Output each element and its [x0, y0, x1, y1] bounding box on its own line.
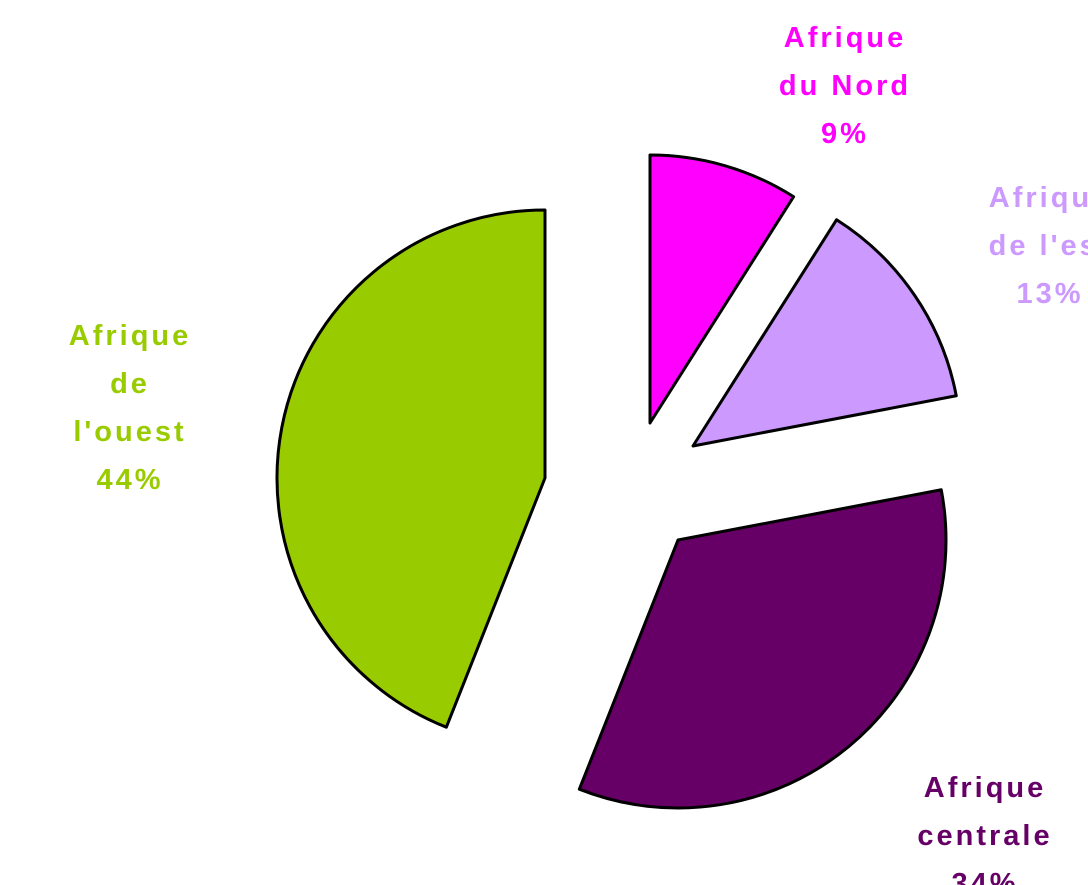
value-label: 34% — [951, 868, 1019, 885]
value-label: 44% — [96, 464, 164, 496]
pie-slice — [577, 488, 948, 810]
category-label: Afrique centrale — [917, 772, 1053, 852]
value-label: 13% — [1016, 278, 1084, 310]
slice-label: Afrique de l'ouest 44% — [60, 312, 200, 504]
category-label: Afrique de l'est — [988, 182, 1088, 262]
slice-label: Afrique du Nord 9% — [763, 14, 928, 158]
pie-slice — [691, 218, 958, 448]
slice-label: Afrique centrale 34% — [880, 764, 1088, 885]
pie-slice — [648, 153, 796, 425]
slice-label: Afrique de l'est 13% — [980, 174, 1088, 318]
category-label: Afrique du Nord — [778, 22, 912, 102]
value-label: 9% — [821, 118, 869, 150]
category-label: Afrique de l'ouest — [68, 320, 192, 448]
pie-slice — [275, 208, 547, 729]
